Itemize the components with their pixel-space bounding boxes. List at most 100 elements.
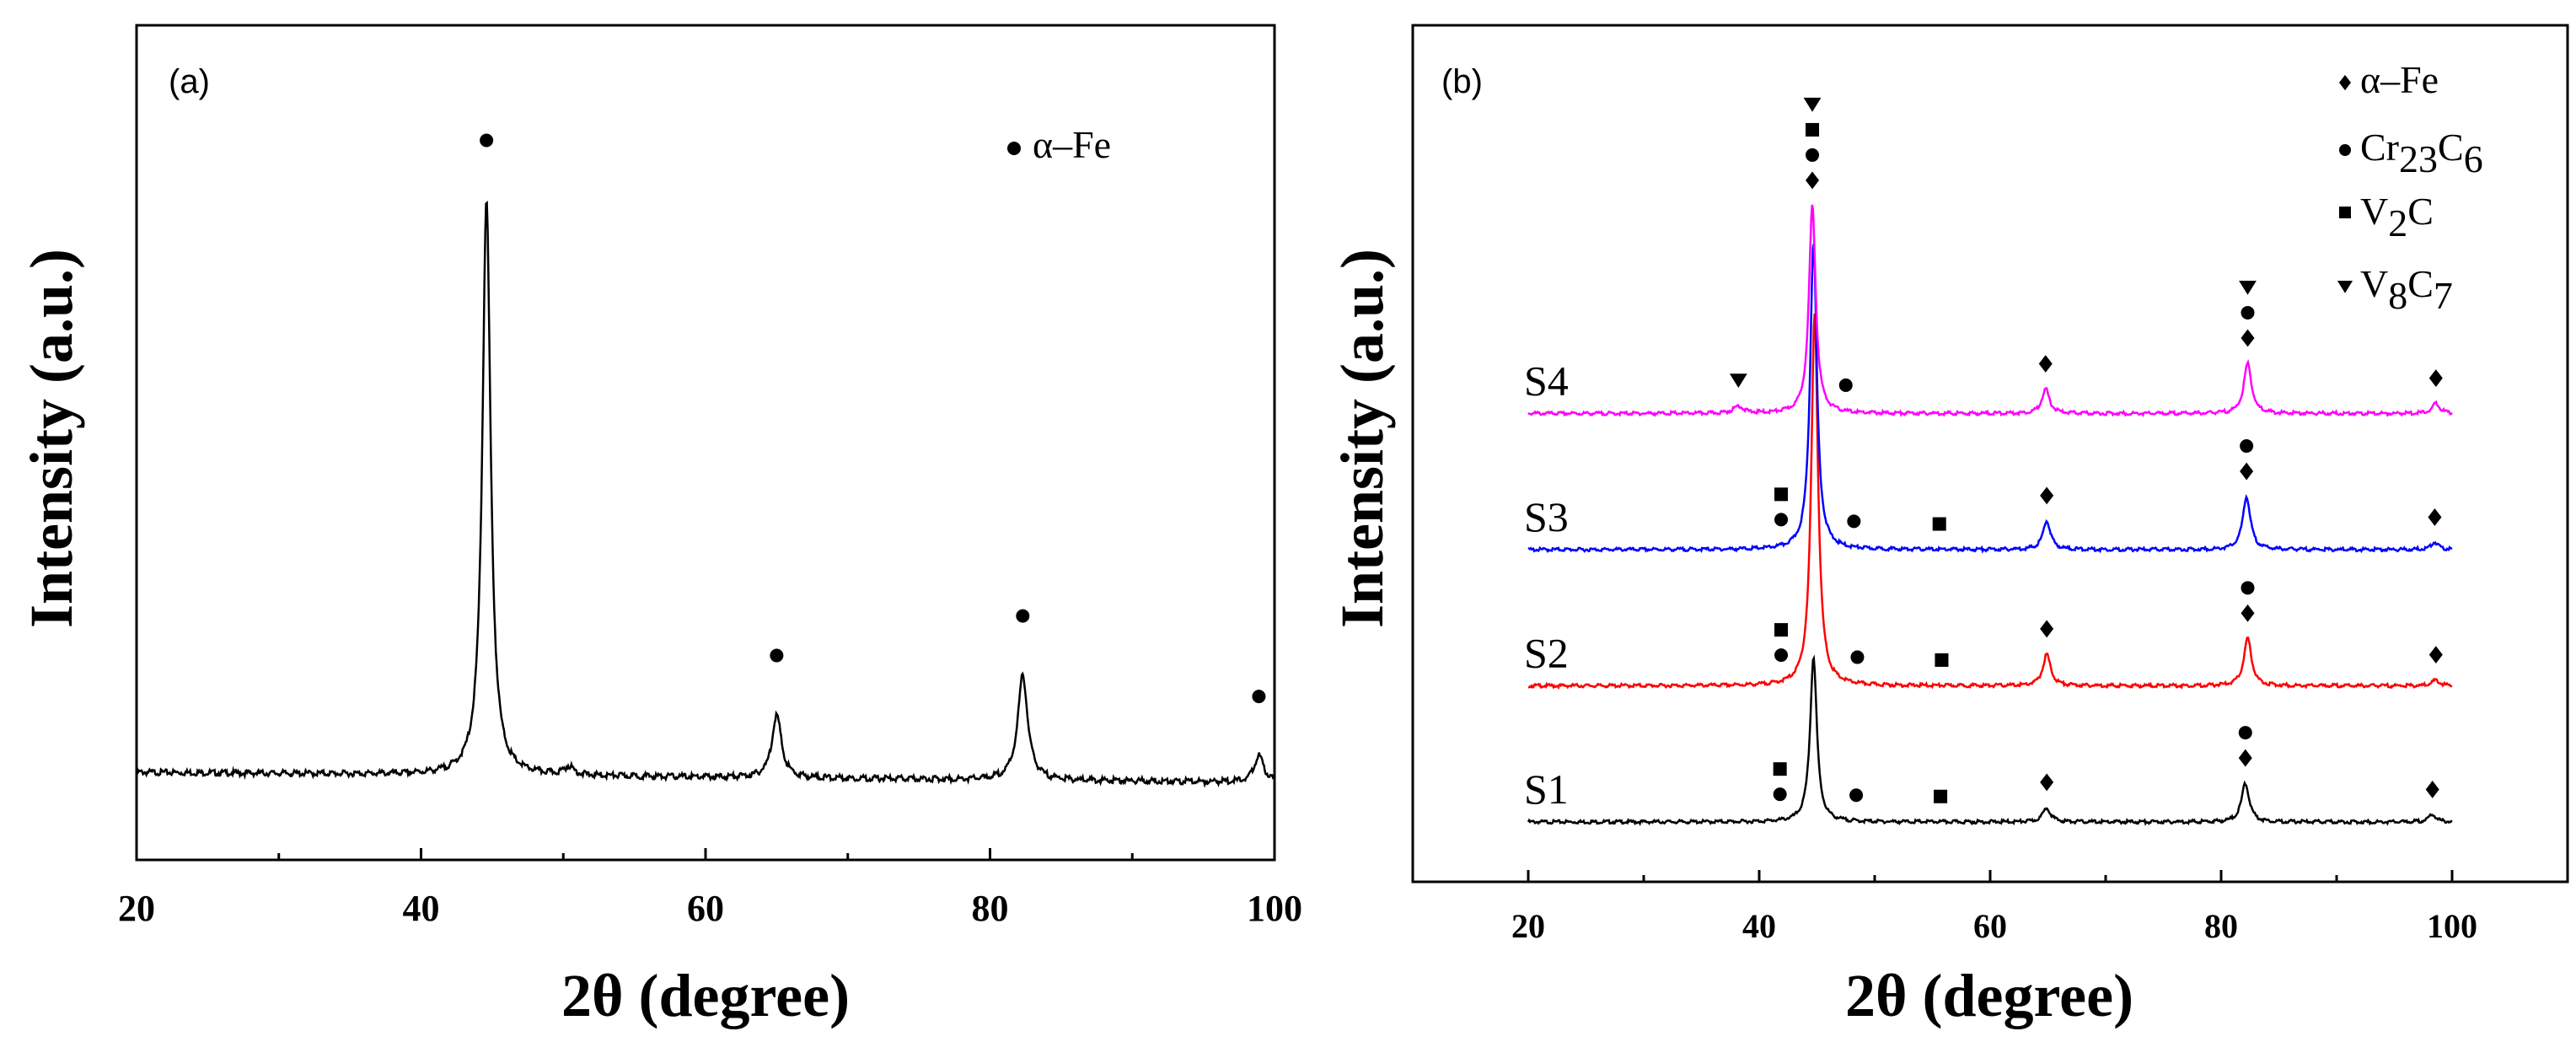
- x-tick-label: 20: [1511, 907, 1545, 945]
- phase-marker-diamond: [2428, 369, 2443, 387]
- panel-b-x-ticks: [1527, 870, 2454, 882]
- x-tick-label: 100: [1247, 888, 1302, 929]
- legend-v8c7-sub1: 8: [2388, 274, 2407, 317]
- panel-b: (b) 20 40 60 80 100 S1 S2 S3 S4 α–Fe Cr23C6 V2C…: [1328, 24, 2569, 1029]
- phase-marker-circle: [1847, 514, 1861, 529]
- legend-label-alpha-fe: α–Fe: [2360, 58, 2439, 101]
- legend-v8c7-sub2: 7: [2434, 274, 2453, 317]
- phase-marker-square: [1774, 623, 1789, 637]
- phase-marker-triangle-down: [2239, 280, 2257, 295]
- series-line: [135, 200, 1275, 788]
- phase-marker-diamond: [2425, 781, 2439, 798]
- phase-marker-square: [1935, 653, 1949, 667]
- legend-circle-marker: [1007, 142, 1021, 155]
- x-tick-label: 60: [687, 888, 724, 929]
- series-line-s4: [1527, 204, 2453, 418]
- series-line-s1: [1527, 654, 2453, 826]
- series-label-s2: S2: [1524, 630, 1569, 677]
- phase-marker-diamond: [2241, 604, 2255, 622]
- panel-b-series-labels: S1 S2 S3 S4: [1524, 357, 1569, 814]
- x-tick-label: 40: [1742, 907, 1776, 945]
- legend-label-v8c7: V8C7: [2360, 262, 2453, 317]
- phase-marker-circle: [1838, 378, 1853, 392]
- x-tick-label: 80: [2204, 907, 2238, 945]
- legend-marker-v2c: [2339, 207, 2351, 218]
- legend-square-marker: [2339, 207, 2351, 218]
- phase-marker-circle: [1806, 148, 1820, 162]
- x-tick-label: 100: [2427, 907, 2477, 945]
- panel-b-series: [1527, 204, 2453, 826]
- phase-marker-circle: [1849, 788, 1864, 803]
- legend-v8c7-el1: V: [2360, 262, 2388, 305]
- phase-marker-circle: [1773, 787, 1787, 802]
- phase-marker-circle: [1016, 609, 1030, 623]
- phase-marker-diamond: [2040, 486, 2054, 505]
- phase-marker-square: [1934, 789, 1948, 803]
- phase-marker-diamond: [1806, 171, 1820, 190]
- legend-marker-alpha-fe: [2339, 74, 2351, 91]
- phase-marker-diamond: [2240, 462, 2254, 481]
- phase-marker-circle: [2241, 581, 2255, 595]
- panel-a-x-ticks: [135, 848, 1276, 860]
- phase-marker-diamond: [2038, 355, 2053, 373]
- phase-marker-triangle-down: [1803, 97, 1822, 112]
- legend-marker-alpha-fe: [1007, 142, 1021, 155]
- legend-circle-marker: [2339, 144, 2351, 156]
- phase-marker-diamond: [2241, 329, 2255, 347]
- legend-v8c7-el2: C: [2407, 262, 2434, 305]
- phase-marker-circle: [2240, 439, 2254, 454]
- x-tick-label: 60: [1973, 907, 2007, 945]
- phase-marker-circle: [1774, 648, 1789, 663]
- panel-b-label: (b): [1441, 63, 1483, 100]
- panel-b-x-axis-label: 2θ (degree): [1845, 962, 2133, 1029]
- phase-marker-circle: [1774, 513, 1789, 527]
- panel-a: (a) 20 40 60 80 100 α–Fe Intensity (a.u.) 2θ…: [18, 24, 1302, 1029]
- phase-marker-circle: [770, 648, 784, 663]
- legend-triangle-down-marker: [2337, 281, 2353, 293]
- legend-label-v2c: V2C: [2360, 190, 2434, 244]
- panel-a-x-axis-label: 2θ (degree): [561, 962, 850, 1029]
- series-line-s3: [1527, 244, 2453, 554]
- legend-v2c-el1: V: [2360, 190, 2388, 233]
- legend-label-cr23c6: Cr23C6: [2360, 126, 2483, 180]
- legend-cr23c6-sub2: 6: [2464, 137, 2483, 180]
- phase-marker-triangle-down: [1729, 373, 1747, 389]
- phase-marker-diamond: [2428, 508, 2442, 526]
- x-tick-label: 40: [403, 888, 440, 929]
- legend-cr23c6-el2: C: [2438, 126, 2464, 169]
- panel-a-x-tick-labels: 20 40 60 80 100: [118, 888, 1302, 929]
- phase-marker-diamond: [2238, 749, 2252, 767]
- phase-marker-circle: [2238, 726, 2252, 740]
- series-label-s4: S4: [1524, 357, 1569, 405]
- legend-marker-v8c7: [2337, 281, 2353, 293]
- phase-marker-diamond: [2040, 773, 2054, 792]
- panel-a-legend: α–Fe: [1007, 123, 1111, 166]
- panel-b-legend: α–Fe Cr23C6 V2C V8C7: [2337, 58, 2483, 317]
- phase-marker-square: [1774, 487, 1789, 502]
- legend-cr23c6-sub1: 23: [2399, 137, 2438, 180]
- panel-b-markers: [1729, 97, 2443, 803]
- panel-a-markers: [480, 133, 1266, 704]
- panel-b-x-tick-labels: 20 40 60 80 100: [1511, 907, 2477, 945]
- legend-marker-cr23c6: [2339, 144, 2351, 156]
- phase-marker-circle: [2241, 305, 2255, 320]
- phase-marker-circle: [1850, 650, 1865, 664]
- legend-label-alpha-fe: α–Fe: [1033, 123, 1111, 166]
- x-tick-label: 80: [972, 888, 1009, 929]
- legend-v2c-sub1: 2: [2388, 201, 2407, 244]
- x-tick-label: 20: [118, 888, 155, 929]
- panel-a-series: [135, 200, 1275, 788]
- panel-b-y-axis-label: Intensity (a.u.): [1328, 249, 1396, 628]
- series-label-s3: S3: [1524, 493, 1569, 540]
- phase-marker-diamond: [2040, 620, 2054, 638]
- phase-marker-square: [1773, 762, 1787, 776]
- panel-a-label: (a): [169, 63, 210, 100]
- phase-marker-square: [1806, 122, 1820, 137]
- legend-diamond-marker: [2339, 74, 2351, 91]
- series-line-s2: [1527, 314, 2453, 690]
- legend-v2c-el2: C: [2407, 190, 2434, 233]
- series-label-s1: S1: [1524, 765, 1569, 813]
- phase-marker-circle: [1252, 690, 1266, 704]
- phase-marker-circle: [480, 133, 494, 148]
